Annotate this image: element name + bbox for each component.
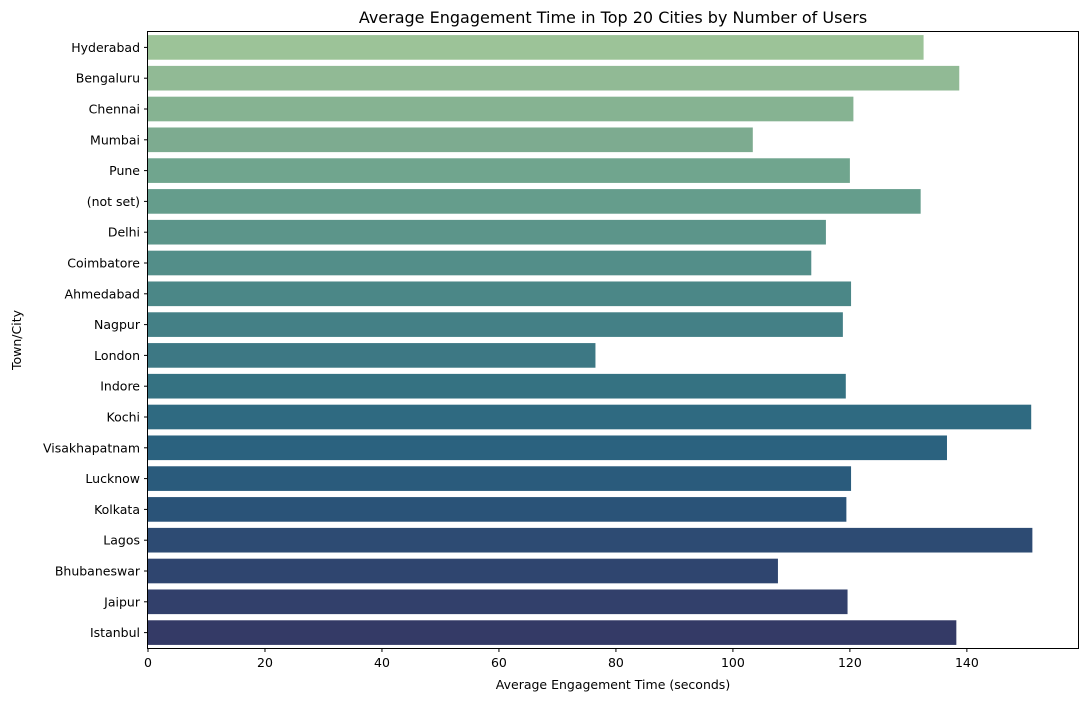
y-tick-label: Mumbai [90,132,140,147]
y-tick-label: Ahmedabad [65,286,140,301]
x-tick-label: 140 [955,655,979,670]
plot-area: Hyderabad Bengaluru Chennai Mumbai Pune (not … [43,35,1033,670]
y-tick-label: (not set) [87,194,140,209]
x-axis-label: Average Engagement Time (seconds) [496,677,730,692]
y-tick-label: Hyderabad [71,40,140,55]
y-tick-label: Chennai [89,102,140,117]
y-tick-label: Delhi [108,225,140,240]
y-tick-label: Nagpur [94,317,141,332]
y-tick-label: Indore [100,379,140,394]
y-tick-label: London [94,348,140,363]
y-tick-label: Jaipur [103,594,141,609]
bar-coimbatore [148,250,812,276]
x-tick-label: 40 [374,655,390,670]
bar-delhi [148,219,826,245]
bar-london [148,343,596,368]
y-tick-label: Lagos [103,533,140,548]
x-tick-label: 100 [721,655,745,670]
y-tick-label: Coimbatore [67,256,140,271]
y-tick-label: Istanbul [90,625,140,640]
x-tick-label: 20 [257,655,273,670]
bar-mumbai [148,127,753,153]
plot-frame [147,31,1079,649]
bar-lucknow [148,466,852,491]
bar-chennai [148,96,854,122]
bar-kolkata [148,497,847,522]
x-tick-label: 60 [491,655,507,670]
bar-pune [148,158,850,183]
bar-kochi [148,404,1032,430]
y-tick-label: Bengaluru [76,71,140,86]
x-tick-label: 120 [838,655,862,670]
bar-visakhapatnam [148,435,947,461]
bar-not-set [148,189,921,214]
y-tick-label: Kolkata [94,502,140,517]
x-tick-label: 80 [608,655,624,670]
x-tick-label: 0 [144,655,152,670]
bar-lagos [148,527,1033,553]
y-tick-label: Visakhapatnam [43,440,140,455]
y-tick-label: Pune [109,163,140,178]
bar-bengaluru [148,65,960,91]
bar-hyderabad [148,35,924,60]
y-axis-label: Town/City [9,309,24,371]
bar-istanbul [148,620,957,645]
bar-nagpur [148,312,843,337]
bar-jaipur [148,589,848,615]
bar-ahmedabad [148,281,852,307]
chart-title: Average Engagement Time in Top 20 Cities… [359,8,867,27]
y-tick-label: Kochi [107,410,141,425]
bar-bhubaneswar [148,558,778,584]
y-tick-label: Bhubaneswar [55,564,141,579]
y-tick-label: Lucknow [85,471,140,486]
bar-indore [148,373,846,399]
